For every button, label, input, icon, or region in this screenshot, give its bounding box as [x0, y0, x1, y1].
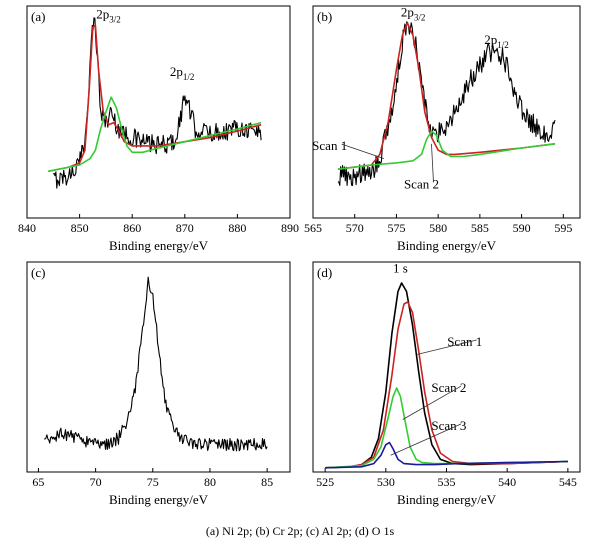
annotation-leader-d-2 [402, 385, 462, 420]
annotation-a-0: 2p3/2 [96, 7, 121, 25]
x-tick-label-b: 595 [554, 221, 572, 235]
x-tick-label-d: 530 [377, 475, 395, 489]
series-comp-a [47, 96, 262, 173]
x-tick-label-a: 840 [18, 221, 36, 235]
series-raw-b [337, 21, 556, 187]
panel-label-d: (d) [317, 265, 332, 280]
plot-frame-a [26, 5, 291, 219]
x-tick-label-c: 85 [261, 475, 273, 489]
x-tick-label-a: 880 [228, 221, 246, 235]
series-fit-b [337, 22, 556, 170]
annotation-b-0: 2p3/2 [401, 5, 426, 23]
annotation-b-2: Scan 1 [312, 138, 347, 153]
annotation-d-1: Scan 1 [447, 334, 482, 349]
x-tick-label-d: 540 [498, 475, 516, 489]
annotation-b-1: 2p1/2 [484, 32, 509, 50]
series-fit-d [325, 301, 568, 469]
chart-panel-b: 565 570 575 580 585 590 595 Binding energy/eV (b… [304, 5, 581, 253]
series-raw-d [325, 282, 568, 469]
annotation-leader-b-3 [431, 143, 434, 183]
chart-panel-a: 840 850 860 870 880 890 Binding energy/eV (a) 2p… [18, 5, 299, 253]
annotation-a-1: 2p1/2 [170, 64, 195, 82]
x-axis-label-c: Binding energy/eV [109, 492, 209, 507]
x-tick-label-c: 70 [90, 475, 102, 489]
x-tick-label-a: 850 [71, 221, 89, 235]
chart-panel-d: 525 530 535 540 545 Binding energy/eV (d) 1 s Sc… [312, 261, 581, 507]
x-axis-label-b: Binding energy/eV [397, 238, 497, 253]
x-tick-label-b: 570 [346, 221, 364, 235]
x-tick-label-d: 535 [438, 475, 456, 489]
x-axis-label-a: Binding energy/eV [109, 238, 209, 253]
panel-label-c: (c) [31, 265, 45, 280]
x-tick-label-b: 565 [304, 221, 322, 235]
annotation-d-2: Scan 2 [431, 380, 466, 395]
x-tick-label-b: 575 [387, 221, 405, 235]
annotation-leader-d-3 [390, 423, 462, 456]
annotation-d-0: 1 s [393, 261, 408, 276]
plot-frame-b [312, 5, 581, 219]
xps-figure: 840 850 860 870 880 890 Binding energy/eV (a) 2p… [18, 5, 581, 507]
panel-label-a: (a) [31, 9, 45, 24]
x-tick-label-d: 525 [316, 475, 334, 489]
x-tick-label-a: 890 [281, 221, 299, 235]
x-tick-label-c: 80 [204, 475, 216, 489]
x-tick-label-d: 545 [559, 475, 577, 489]
panel-label-b: (b) [317, 9, 332, 24]
series-comp-b [337, 130, 556, 170]
x-tick-label-c: 75 [147, 475, 159, 489]
annotation-leader-d-1 [417, 339, 477, 355]
series-raw-c [44, 276, 268, 452]
chart-panel-c: 65 70 75 80 85 Binding energy/eV (c) [26, 261, 291, 507]
x-tick-label-b: 580 [429, 221, 447, 235]
x-tick-label-a: 860 [123, 221, 141, 235]
annotation-leader-b-2 [341, 143, 385, 160]
series-comp3-d [325, 441, 568, 469]
x-axis-label-d: Binding energy/eV [397, 492, 497, 507]
plot-frame-c [26, 261, 291, 473]
figure-caption: (a) Ni 2p; (b) Cr 2p; (c) Al 2p; (d) O 1… [205, 524, 395, 538]
x-tick-label-c: 65 [32, 475, 44, 489]
annotation-b-3: Scan 2 [404, 176, 439, 191]
x-tick-label-a: 870 [176, 221, 194, 235]
annotation-d-3: Scan 3 [431, 418, 466, 433]
plot-frame-d [312, 261, 581, 473]
x-tick-label-b: 590 [513, 221, 531, 235]
x-tick-label-b: 585 [471, 221, 489, 235]
